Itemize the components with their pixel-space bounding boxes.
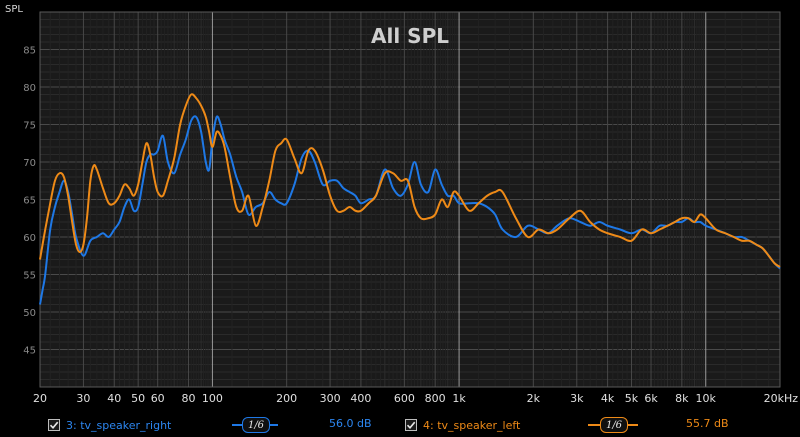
series-right-smoothing-button[interactable]: 1/6 [242,417,270,433]
y-tick-label: 50 [23,308,36,319]
x-tick-label: 30 [76,392,90,405]
x-tick-label: 200 [276,392,297,405]
y-tick-label: 55 [23,271,36,282]
y-axis-label: SPL [5,4,23,15]
x-tick-label: 800 [425,392,446,405]
checkmark-icon [49,421,59,429]
x-tick-label: 50 [131,392,145,405]
y-tick-label: 85 [23,46,36,57]
x-tick-labels: 20 30 40 50 60 80 100 200 300 400 600 800 1k 2k 3k 4k 5k… [33,392,798,405]
chart-title: All SPL [371,24,449,48]
series-line-left [39,93,781,268]
series-right-smoothing: 1/6 [247,419,265,431]
series-right-level: 56.0 dB [329,417,372,430]
x-tick-label: 40 [107,392,121,405]
x-tick-label: 100 [202,392,223,405]
y-tick-label: 75 [23,121,36,132]
series-right-label: 3: tv_speaker_right [66,418,172,432]
x-tick-label: 3k [570,392,584,405]
x-tick-label: 1k [452,392,466,405]
x-tick-label: 20 [33,392,47,405]
x-tick-label: 5k [625,392,639,405]
y-tick-label: 45 [23,346,36,357]
series-left-level: 55.7 dB [686,417,729,430]
x-tick-label: 6k [644,392,658,405]
x-tick-label: 600 [394,392,415,405]
x-tick-label: 400 [350,392,371,405]
plot-frame [39,11,781,388]
series-left-label: 4: tv_speaker_left [423,418,521,432]
x-tick-label: 10k [696,392,717,405]
x-tick-label: 80 [182,392,196,405]
legend-item-left: 4: tv_speaker_left [405,414,520,436]
x-tick-label: 2k [527,392,541,405]
y-tick-label: 65 [23,196,36,207]
x-tick-label: 4k [601,392,615,405]
x-tick-label: 300 [320,392,341,405]
series-left-checkbox[interactable] [405,419,417,431]
series-right-checkbox[interactable] [48,419,60,431]
checkmark-icon [406,421,416,429]
series-left-smoothing-button[interactable]: 1/6 [600,417,628,433]
x-tick-label: 20kHz [764,392,799,405]
y-tick-label: 70 [23,158,36,169]
y-tick-label: 60 [23,233,36,244]
chart-grid [39,11,781,388]
x-tick-label: 60 [151,392,165,405]
y-tick-label: 80 [23,83,36,94]
x-tick-label: 8k [675,392,689,405]
y-tick-labels: 45 50 55 60 65 70 75 80 85 [23,46,36,357]
series-left-smoothing: 1/6 [605,419,623,431]
series-layer [39,93,781,305]
legend-item-right: 3: tv_speaker_right [48,414,171,436]
